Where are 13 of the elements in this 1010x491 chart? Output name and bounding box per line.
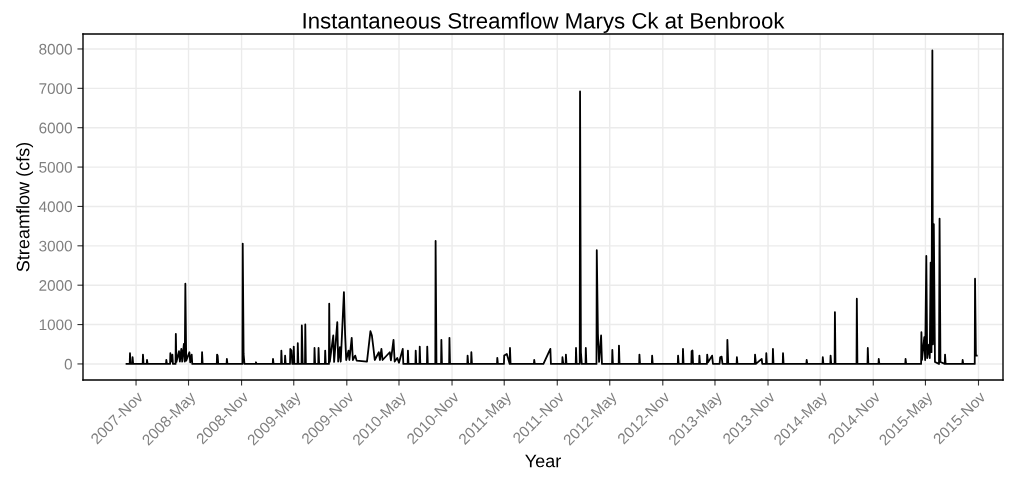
y-tick-label: 2000	[39, 280, 72, 291]
chart-title: Instantaneous Streamflow Marys Ck at Benbrook	[303, 12, 785, 34]
y-tick-label: 6000	[39, 122, 72, 134]
y-tick-label: 1000	[39, 319, 72, 331]
line-series	[125, 49, 978, 365]
x-axis-title: Year	[525, 454, 561, 468]
y-tick-label: 7000	[39, 83, 72, 95]
y-tick-label: 3000	[39, 240, 72, 252]
y-axis-title: Streamflow (cfs)	[16, 142, 34, 272]
y-tick-label: 8000	[39, 43, 72, 55]
y-tick-label: 0	[64, 358, 72, 370]
y-tick-label: 5000	[39, 161, 72, 173]
y-tick-label: 4000	[38, 201, 72, 213]
